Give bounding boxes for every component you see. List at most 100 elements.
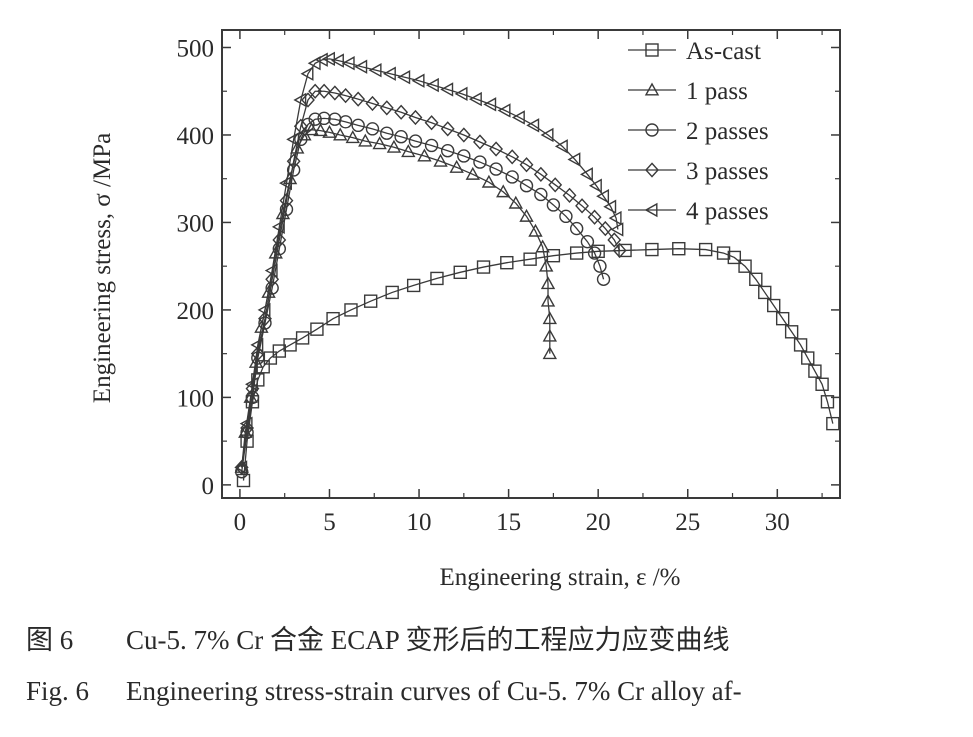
series-line: [241, 117, 605, 472]
data-point: [250, 346, 265, 362]
y-tick-label: 200: [177, 298, 215, 325]
data-point: [567, 152, 581, 167]
data-point: [489, 141, 504, 157]
y-tick-label: 500: [177, 35, 215, 62]
data-point: [341, 56, 355, 71]
data-point: [533, 166, 548, 182]
data-point: [465, 166, 480, 180]
data-point: [327, 85, 342, 101]
data-point: [365, 122, 380, 136]
data-point: [368, 63, 382, 78]
data-point: [314, 52, 328, 67]
data-point: [588, 178, 602, 193]
data-point: [406, 278, 421, 293]
data-point: [784, 325, 799, 339]
data-point: [596, 272, 611, 287]
data-point: [587, 246, 602, 260]
data-point: [358, 133, 373, 147]
data-point: [738, 259, 752, 273]
data-point: [559, 209, 573, 224]
data-point: [430, 271, 444, 286]
data-point: [815, 377, 829, 391]
data-point: [554, 139, 568, 154]
caption-chinese: 图 6 Cu-5. 7% Cr 合金 ECAP 变形后的工程应力应变曲线: [26, 618, 730, 657]
data-point: [587, 209, 602, 225]
data-point: [562, 187, 577, 203]
data-point: [424, 115, 439, 131]
data-point: [271, 219, 285, 235]
series-line: [241, 58, 619, 468]
data-point: [313, 123, 328, 137]
data-point: [250, 337, 264, 353]
legend-marker: [644, 202, 658, 218]
data-point: [523, 252, 537, 266]
data-point: [546, 248, 561, 263]
legend-entry: 2 passes: [628, 118, 769, 145]
data-point: [596, 189, 610, 204]
data-point: [433, 153, 448, 167]
caption-en-number: Fig. 6: [26, 676, 90, 706]
data-point: [603, 199, 617, 214]
data-point: [234, 460, 248, 475]
series-2-passes: [235, 111, 611, 479]
caption-english: Fig. 6 Engineering stress-strain curves o…: [26, 676, 742, 707]
data-point: [727, 250, 742, 265]
data-point: [526, 118, 540, 133]
x-axis-label: Engineering strain, ε /%: [440, 564, 681, 591]
data-point: [569, 221, 584, 236]
data-point: [322, 124, 337, 138]
data-point: [372, 136, 387, 150]
x-tick-label: 0: [234, 509, 247, 536]
series-4-passes: [234, 51, 624, 475]
series-line: [241, 90, 621, 468]
data-point: [401, 144, 416, 158]
data-point: [245, 381, 260, 397]
data-point: [672, 241, 686, 256]
data-point: [534, 187, 548, 202]
data-point: [535, 239, 550, 253]
legend-entry: 3 passes: [628, 158, 769, 185]
data-point: [330, 53, 344, 68]
data-point: [801, 351, 815, 365]
data-point: [539, 258, 554, 272]
data-point: [351, 118, 365, 133]
data-point: [826, 416, 840, 431]
data-point: [257, 302, 271, 318]
data-point: [279, 192, 294, 209]
legend-label: As-cast: [686, 38, 761, 65]
data-point: [820, 395, 835, 409]
plot-area: [234, 51, 840, 488]
data-point: [265, 271, 280, 287]
data-point: [344, 303, 358, 317]
data-point: [365, 95, 380, 112]
data-point: [612, 242, 627, 259]
data-point: [519, 208, 534, 222]
data-point: [338, 115, 353, 129]
data-point: [698, 242, 713, 257]
y-tick-label: 0: [202, 473, 215, 500]
legend-entry: 1 pass: [628, 78, 748, 105]
data-point: [716, 246, 731, 260]
data-point: [505, 149, 520, 165]
data-point: [234, 459, 249, 476]
series-3-passes: [234, 83, 627, 476]
data-point: [481, 174, 497, 188]
data-point: [293, 92, 307, 108]
data-point: [580, 234, 595, 249]
data-point: [417, 148, 432, 162]
data-point: [540, 293, 556, 307]
data-point: [363, 294, 378, 308]
data-point: [473, 134, 487, 150]
data-point: [542, 346, 557, 360]
data-point: [385, 285, 399, 300]
caption-zh-number: 图 6: [26, 625, 74, 655]
data-point: [397, 70, 411, 85]
data-point: [542, 328, 557, 342]
data-point: [607, 232, 622, 248]
legend-label: 2 passes: [686, 118, 769, 145]
data-point: [386, 139, 402, 153]
legend-marker: [644, 82, 660, 96]
data-point: [528, 223, 543, 237]
